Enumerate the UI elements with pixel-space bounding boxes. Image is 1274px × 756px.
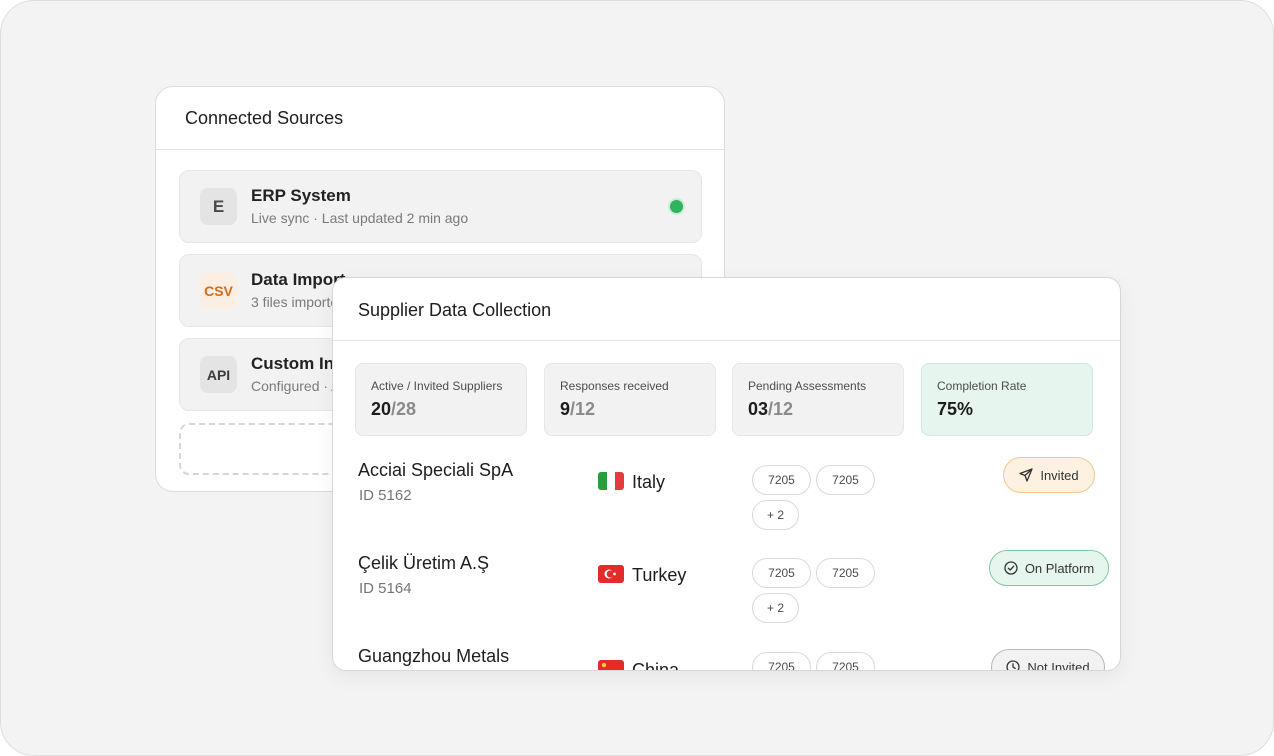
more-codes-chip[interactable]: + 2	[752, 500, 799, 530]
stat-number: 03	[748, 399, 769, 419]
supplier-row[interactable]: Acciai Speciali SpA ID 5162 Italy 7205 7…	[333, 457, 1120, 550]
supplier-name: Acciai Speciali SpA	[358, 460, 514, 480]
stat-value: 9/12	[560, 399, 595, 420]
stat-number: 9	[560, 399, 571, 419]
stat-total: /12	[570, 399, 596, 419]
status-badge-invited[interactable]: Invited	[1003, 457, 1095, 493]
stat-number: 20	[371, 399, 392, 419]
stat-number: 75%	[937, 399, 974, 419]
stat-active-invited-suppliers: Active / Invited Suppliers 20/28	[355, 363, 527, 436]
stat-label: Completion Rate	[937, 379, 1027, 393]
stat-label: Active / Invited Suppliers	[371, 379, 503, 393]
supplier-country: China	[632, 660, 680, 671]
supplier-row[interactable]: Guangzhou Metals China 7205 7205 Not Inv…	[333, 646, 1120, 671]
supplier-data-collection-card: Supplier Data Collection Active / Invite…	[332, 277, 1121, 671]
italy-flag-icon	[598, 472, 624, 490]
paper-plane-icon	[1019, 468, 1033, 482]
status-label: Invited	[1040, 467, 1079, 483]
hs-code-chip[interactable]: 7205	[816, 558, 875, 588]
stat-pending-assessments: Pending Assessments 03/12	[732, 363, 904, 436]
supplier-row[interactable]: Çelik Üretim A.Ş ID 5164 Turkey 7205 720…	[333, 550, 1120, 643]
status-badge-not-invited[interactable]: Not Invited	[991, 649, 1105, 671]
status-badge-on-platform[interactable]: On Platform	[989, 550, 1109, 586]
status-label: Not Invited	[1027, 659, 1090, 671]
source-subtitle: Live sync · Last updated 2 min ago	[251, 210, 469, 226]
supplier-country: Turkey	[632, 565, 687, 585]
check-circle-icon	[1004, 561, 1018, 575]
supplier-id: ID 5162	[359, 487, 412, 504]
stat-label: Responses received	[560, 379, 669, 393]
stat-value: 75%	[937, 399, 973, 420]
supplier-country: Italy	[632, 472, 666, 492]
hs-code-chip[interactable]: 7205	[752, 558, 811, 588]
live-status-dot	[670, 200, 683, 213]
source-title: ERP System	[251, 186, 351, 205]
supplier-collection-title: Supplier Data Collection	[333, 278, 1120, 341]
more-codes-chip[interactable]: + 2	[752, 593, 799, 623]
hs-code-chip[interactable]: 7205	[816, 652, 875, 670]
supplier-name: Guangzhou Metals	[358, 646, 510, 666]
stat-label: Pending Assessments	[748, 379, 867, 393]
stat-total: /12	[768, 399, 794, 419]
stat-value: 03/12	[748, 399, 793, 420]
letter-e-icon: E	[200, 188, 237, 225]
supplier-name: Çelik Üretim A.Ş	[358, 553, 490, 573]
hs-code-chip[interactable]: 7205	[816, 465, 875, 495]
supplier-id: ID 5164	[359, 580, 412, 597]
hs-code-chip[interactable]: 7205	[752, 652, 811, 670]
status-label: On Platform	[1024, 560, 1095, 576]
turkey-flag-icon	[598, 565, 624, 583]
china-flag-icon	[598, 660, 624, 670]
stat-responses-received: Responses received 9/12	[544, 363, 716, 436]
stat-total: /28	[391, 399, 417, 419]
source-item-erp[interactable]: E ERP System Live sync · Last updated 2 …	[179, 170, 702, 243]
connected-sources-title: Connected Sources	[156, 87, 724, 150]
stat-value: 20/28	[371, 399, 416, 420]
source-subtitle: 3 files imported	[251, 294, 346, 310]
api-icon: API	[200, 356, 237, 393]
clock-icon	[1006, 660, 1021, 670]
stat-completion-rate: Completion Rate 75%	[921, 363, 1093, 436]
source-title: Data Import	[251, 270, 346, 289]
hs-code-chip[interactable]: 7205	[752, 465, 811, 495]
csv-file-icon: CSV	[200, 272, 237, 309]
